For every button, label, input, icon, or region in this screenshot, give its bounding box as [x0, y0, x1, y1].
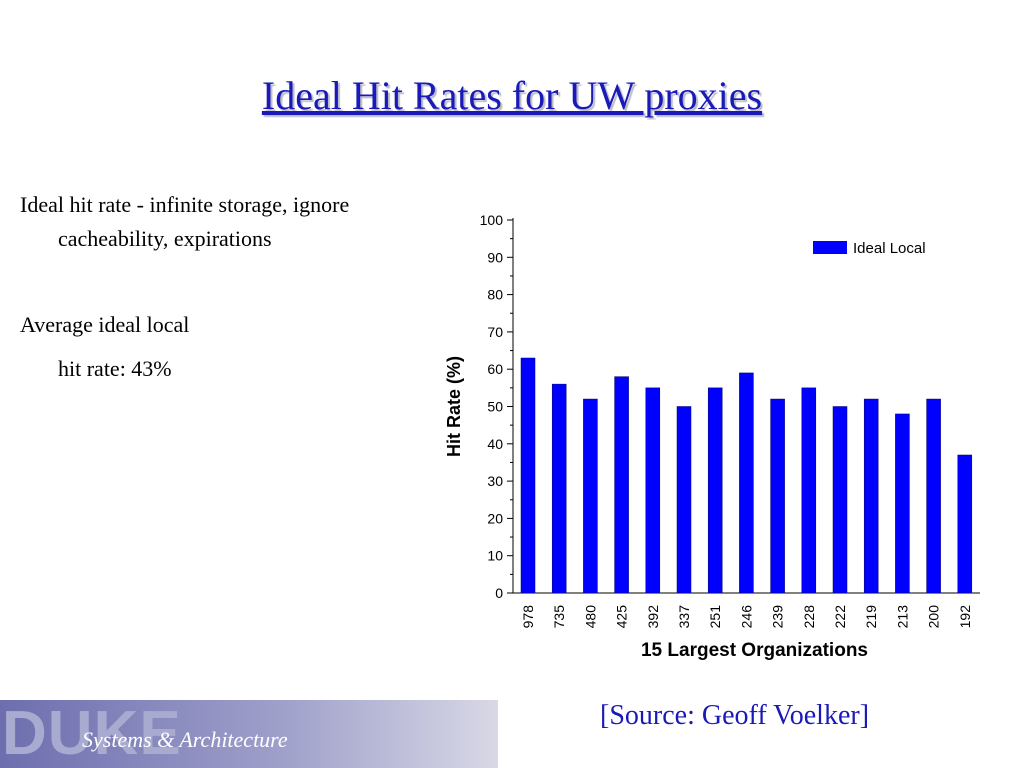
y-tick-label: 0 — [495, 585, 503, 601]
bar-392 — [645, 387, 661, 594]
x-axis-label: 15 Largest Organizations — [641, 640, 868, 661]
bar-251 — [707, 387, 723, 594]
y-axis-label: Hit Rate (%) — [444, 356, 464, 457]
y-tick-label: 60 — [487, 361, 503, 377]
bar-222 — [832, 406, 848, 594]
x-tick-label: 392 — [645, 605, 661, 629]
x-tick-label: 219 — [863, 605, 879, 629]
y-tick-label: 50 — [487, 399, 503, 415]
x-tick-label: 200 — [926, 605, 942, 629]
footer-text: Systems & Architecture — [82, 727, 288, 752]
bar-246 — [739, 372, 754, 594]
x-tick-label: 978 — [520, 605, 536, 629]
x-tick-label: 735 — [551, 605, 567, 629]
bullet-list: Ideal hit rate - infinite storage, ignor… — [20, 188, 460, 386]
y-tick-label: 90 — [487, 249, 503, 265]
y-tick-label: 70 — [487, 324, 503, 340]
slide-title: Ideal Hit Rates for UW proxies — [261, 73, 763, 118]
bar-219 — [863, 398, 879, 594]
x-tick-label: 213 — [894, 605, 910, 629]
bar-228 — [801, 387, 817, 594]
x-tick-label: 228 — [801, 605, 817, 629]
x-tick-label: 337 — [676, 605, 692, 629]
bar-200 — [926, 398, 941, 594]
y-tick-label: 10 — [487, 548, 503, 564]
y-tick-label: 80 — [487, 287, 503, 303]
bar-213 — [895, 413, 910, 594]
legend-label: Ideal Local — [853, 240, 926, 257]
bar-239 — [770, 398, 785, 594]
bullet-ideal-hit-rate: Ideal hit rate - infinite storage, ignor… — [20, 192, 350, 217]
bar-480 — [583, 398, 598, 594]
source-citation: [Source: Geoff Voelker] — [600, 700, 870, 731]
x-tick-label: 480 — [582, 605, 598, 629]
y-tick-label: 30 — [487, 473, 503, 489]
y-tick-label: 100 — [480, 212, 504, 228]
bar-735 — [551, 383, 567, 594]
bar-337 — [676, 406, 692, 594]
x-tick-label: 239 — [770, 605, 786, 629]
duke-logo: DUKE — [2, 700, 182, 768]
hit-rate-chart: 0 10 20 30 40 50 60 70 80 90 100 Hit Rate (%) 978 735… — [444, 212, 980, 661]
legend-swatch — [813, 241, 847, 254]
x-tick-label: 425 — [614, 605, 630, 629]
bullet-average-rate-cont: hit rate: 43% — [58, 356, 172, 381]
x-tick-label: 246 — [738, 605, 754, 629]
y-tick-label: 40 — [487, 436, 503, 452]
bar-978 — [520, 357, 536, 594]
y-tick-label: 20 — [487, 510, 503, 526]
x-tick-label: 251 — [707, 605, 723, 629]
bar-425 — [614, 376, 629, 594]
x-tick-label: 192 — [957, 605, 973, 629]
x-tick-label: 222 — [832, 605, 848, 629]
footer-band: DUKE Systems & Architecture — [0, 700, 498, 768]
bullet-ideal-hit-rate-cont: cacheability, expirations — [58, 226, 272, 251]
bullet-average-rate: Average ideal local — [20, 312, 190, 337]
bar-192 — [957, 454, 973, 594]
